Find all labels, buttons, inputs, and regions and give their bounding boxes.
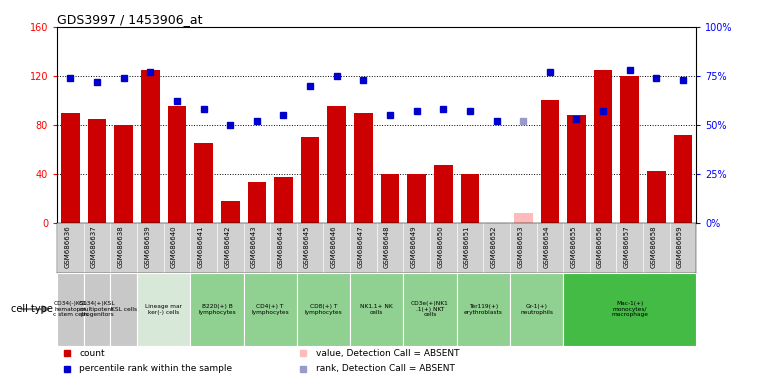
Bar — [327, 106, 346, 223]
Text: GSM686640: GSM686640 — [171, 225, 177, 268]
Text: Ter119(+)
erythroblasts: Ter119(+) erythroblasts — [463, 304, 503, 314]
Bar — [620, 76, 639, 223]
Bar — [354, 113, 373, 223]
Bar — [434, 165, 453, 223]
Text: CD4(+) T
lymphocytes: CD4(+) T lymphocytes — [251, 304, 289, 314]
Text: GSM686645: GSM686645 — [304, 225, 310, 268]
Bar — [57, 273, 84, 346]
Text: Gr-1(+)
neutrophils: Gr-1(+) neutrophils — [520, 304, 553, 314]
Text: GSM686646: GSM686646 — [331, 225, 336, 268]
Text: GSM686655: GSM686655 — [571, 225, 577, 268]
Bar — [647, 171, 666, 223]
Text: CD3e(+)NK1
.1(+) NKT
cells: CD3e(+)NK1 .1(+) NKT cells — [411, 301, 449, 318]
Bar — [457, 273, 510, 346]
Text: count: count — [79, 349, 105, 358]
Bar — [141, 70, 160, 223]
Text: value, Detection Call = ABSENT: value, Detection Call = ABSENT — [316, 349, 460, 358]
Bar — [301, 137, 320, 223]
Bar — [167, 106, 186, 223]
Text: GSM686649: GSM686649 — [411, 225, 417, 268]
Text: rank, Detection Call = ABSENT: rank, Detection Call = ABSENT — [316, 364, 455, 373]
Bar — [460, 174, 479, 223]
Bar — [190, 273, 244, 346]
Text: cell type: cell type — [11, 304, 53, 314]
Text: Lineage mar
ker(-) cells: Lineage mar ker(-) cells — [145, 304, 182, 314]
Bar — [407, 174, 426, 223]
Text: GSM686643: GSM686643 — [251, 225, 256, 268]
Text: GSM686657: GSM686657 — [624, 225, 630, 268]
Bar — [510, 273, 563, 346]
Bar — [114, 125, 133, 223]
Bar — [350, 273, 403, 346]
Bar — [567, 115, 586, 223]
Bar — [673, 135, 693, 223]
Bar — [297, 273, 350, 346]
Text: KSL cells: KSL cells — [110, 306, 137, 312]
Text: CD8(+) T
lymphocytes: CD8(+) T lymphocytes — [304, 304, 342, 314]
Text: GSM686651: GSM686651 — [464, 225, 470, 268]
Text: GSM686642: GSM686642 — [224, 225, 230, 268]
Text: GSM686636: GSM686636 — [65, 225, 70, 268]
Bar — [540, 100, 559, 223]
Text: GSM686641: GSM686641 — [198, 225, 204, 268]
Bar — [563, 273, 696, 346]
Text: GSM686638: GSM686638 — [118, 225, 123, 268]
Text: GSM686656: GSM686656 — [597, 225, 603, 268]
Text: GSM686650: GSM686650 — [438, 225, 443, 268]
Bar — [514, 213, 533, 223]
Text: NK1.1+ NK
cells: NK1.1+ NK cells — [360, 304, 393, 314]
Text: GDS3997 / 1453906_at: GDS3997 / 1453906_at — [57, 13, 202, 26]
Bar — [274, 177, 293, 223]
Bar — [380, 174, 400, 223]
Text: GSM686659: GSM686659 — [677, 225, 683, 268]
Bar — [194, 143, 213, 223]
Bar — [88, 119, 107, 223]
Bar — [244, 273, 297, 346]
Text: percentile rank within the sample: percentile rank within the sample — [79, 364, 233, 373]
Bar — [403, 273, 457, 346]
Bar — [221, 201, 240, 223]
Text: GSM686644: GSM686644 — [278, 225, 283, 268]
Text: GSM686637: GSM686637 — [91, 225, 97, 268]
Bar — [84, 273, 110, 346]
Text: CD34(-)KSL
hematopoi
c stem cells: CD34(-)KSL hematopoi c stem cells — [53, 301, 88, 318]
Text: GSM686653: GSM686653 — [517, 225, 524, 268]
Text: B220(+) B
lymphocytes: B220(+) B lymphocytes — [198, 304, 236, 314]
Text: GSM686654: GSM686654 — [544, 225, 549, 268]
Bar — [110, 273, 137, 346]
Text: GSM686648: GSM686648 — [384, 225, 390, 268]
Text: GSM686658: GSM686658 — [651, 225, 656, 268]
Bar — [594, 70, 613, 223]
Text: GSM686652: GSM686652 — [491, 225, 496, 268]
Bar — [137, 273, 190, 346]
Bar — [61, 113, 80, 223]
Text: GSM686647: GSM686647 — [358, 225, 363, 268]
Text: Mac-1(+)
monocytes/
macrophage: Mac-1(+) monocytes/ macrophage — [611, 301, 648, 318]
Text: GSM686639: GSM686639 — [145, 225, 151, 268]
Bar — [247, 182, 266, 223]
Text: CD34(+)KSL
multipotent
progenitors: CD34(+)KSL multipotent progenitors — [78, 301, 116, 318]
